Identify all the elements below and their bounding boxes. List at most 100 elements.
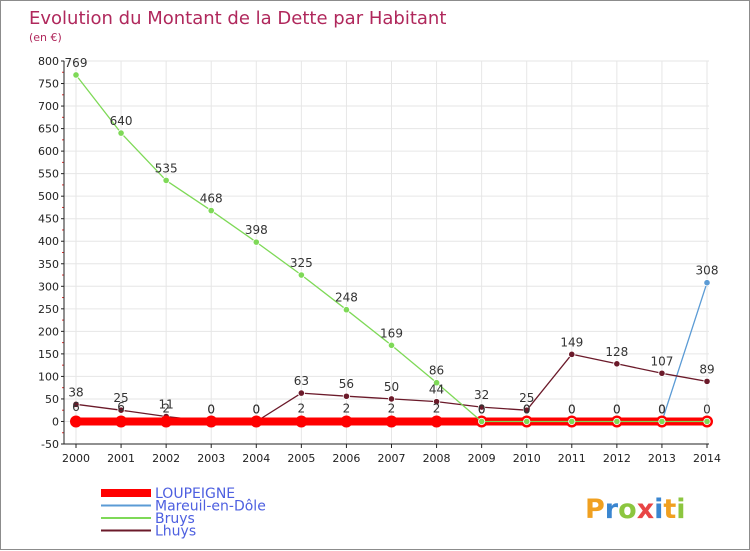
legend-label: Bruys [155, 511, 195, 527]
y-tick-label: 200 [38, 325, 59, 338]
data-point [387, 341, 396, 349]
data-label: 535 [155, 161, 178, 175]
data-label: 38 [68, 385, 83, 399]
data-point [115, 415, 128, 428]
data-label: 32 [474, 388, 489, 402]
data-point [568, 417, 576, 426]
data-label: 6 [117, 400, 125, 414]
data-label: 0 [568, 402, 576, 416]
y-tick-label: 150 [38, 348, 59, 361]
data-label: 769 [65, 56, 88, 70]
data-point [478, 403, 486, 411]
data-label: 0 [478, 402, 486, 416]
data-point [523, 406, 531, 414]
y-tick-label: -50 [41, 438, 59, 451]
data-point [72, 71, 80, 79]
data-point [72, 400, 80, 408]
data-label: 248 [335, 291, 358, 305]
legend-item: LOUPEIGNE [101, 486, 235, 502]
data-point [295, 415, 308, 428]
data-label: 2 [298, 402, 306, 416]
x-tick-label: 2006 [332, 452, 360, 465]
data-point [297, 271, 305, 279]
data-point [207, 206, 215, 215]
x-tick-label: 2008 [423, 452, 451, 465]
data-point [252, 238, 260, 246]
data-point [387, 395, 396, 403]
x-tick-label: 2003 [197, 452, 225, 465]
proxiti-logo: Proxiti [585, 494, 686, 525]
logo-text: Proxiti [585, 494, 686, 525]
data-label: 89 [699, 362, 714, 376]
data-point [162, 176, 170, 185]
data-point [117, 406, 125, 414]
data-point [297, 389, 305, 397]
x-tick-label: 2002 [152, 452, 180, 465]
data-label: 107 [650, 354, 673, 368]
series-2 [72, 71, 711, 426]
data-label: 0 [703, 402, 711, 416]
legend-label: Mareuil-en-Dôle [155, 499, 266, 515]
data-label: 2 [433, 402, 441, 416]
axes: -500501001502002503003504004505005506006… [38, 55, 721, 465]
data-label: 0 [523, 402, 531, 416]
data-label: 25 [113, 391, 128, 405]
data-point [703, 279, 711, 287]
data-label: 325 [290, 256, 313, 270]
data-point [205, 415, 218, 428]
data-label: 0 [207, 402, 215, 416]
data-point [478, 417, 486, 426]
data-label: 0 [658, 402, 666, 416]
data-label: 149 [560, 335, 583, 349]
y-tick-label: 550 [38, 168, 59, 181]
data-label: 2 [162, 402, 170, 416]
data-label: 25 [519, 391, 534, 405]
data-label: 0 [478, 402, 486, 416]
y-tick-label: 50 [45, 393, 59, 406]
data-point [432, 398, 441, 406]
chart-subtitle: (en €) [29, 31, 62, 44]
data-label: 50 [384, 380, 399, 394]
data-point [703, 417, 711, 426]
data-point [342, 392, 351, 400]
legend-label: LOUPEIGNE [155, 486, 235, 502]
x-tick-label: 2013 [648, 452, 676, 465]
x-tick-label: 2001 [107, 452, 135, 465]
data-label: 63 [294, 374, 309, 388]
x-tick-label: 2000 [62, 452, 90, 465]
data-point [385, 415, 398, 428]
data-point [250, 415, 263, 428]
data-label: 398 [245, 223, 268, 237]
data-label: 0 [613, 402, 621, 416]
chart-title: Evolution du Montant de la Dette par Hab… [29, 8, 446, 29]
data-point [703, 377, 711, 385]
legend-label: Lhuys [155, 524, 196, 540]
y-tick-label: 0 [52, 415, 59, 428]
data-label: 0 [252, 402, 260, 416]
legend-item: Lhuys [101, 524, 196, 540]
data-label: 0 [568, 402, 576, 416]
data-label: 308 [696, 264, 719, 278]
x-tick-label: 2011 [558, 452, 586, 465]
data-label: 0 [613, 402, 621, 416]
x-tick-label: 2012 [603, 452, 631, 465]
y-tick-label: 300 [38, 280, 59, 293]
x-tick-label: 2005 [287, 452, 315, 465]
data-point [432, 379, 441, 387]
data-label: 640 [110, 114, 133, 128]
data-point [613, 417, 621, 426]
data-label: 169 [380, 326, 403, 340]
data-label: 6 [72, 400, 80, 414]
series-group [70, 71, 713, 428]
data-label: 0 [207, 402, 215, 416]
x-tick-label: 2007 [378, 452, 406, 465]
x-tick-label: 2014 [693, 452, 721, 465]
y-tick-label: 100 [38, 370, 59, 383]
grid-lines [64, 60, 709, 445]
data-point [117, 129, 125, 137]
data-point [430, 415, 443, 428]
data-point [340, 415, 353, 428]
